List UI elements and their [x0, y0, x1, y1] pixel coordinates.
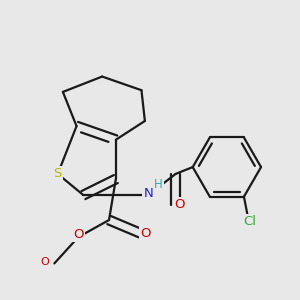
Text: Cl: Cl — [243, 215, 256, 228]
Text: O: O — [175, 198, 185, 211]
Text: O: O — [73, 228, 83, 241]
Text: H: H — [154, 178, 163, 191]
Text: S: S — [54, 167, 62, 180]
Text: O: O — [140, 227, 151, 240]
Text: N: N — [143, 187, 153, 200]
Text: O: O — [40, 257, 49, 267]
